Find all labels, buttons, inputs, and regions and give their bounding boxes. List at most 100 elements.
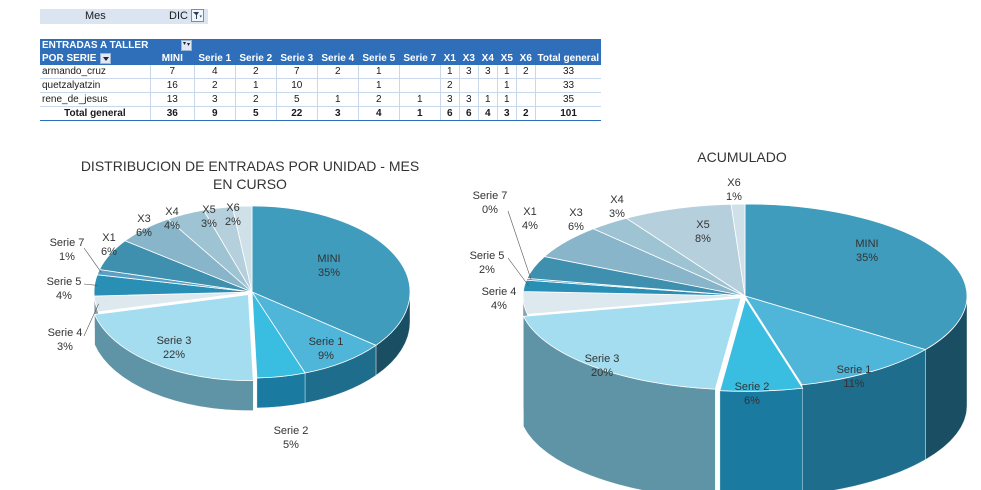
table-cell: 6 xyxy=(458,106,479,121)
pie-chart-mes: MINI 35% Serie 1 9% Serie 2 5% Serie 3 22% Serie… xyxy=(47,158,420,451)
table-cell xyxy=(316,78,359,93)
table-cell: 36 xyxy=(149,106,195,121)
column-header: Serie 3 xyxy=(276,52,318,65)
table-cell: 1 xyxy=(357,78,400,93)
pie-slice-name: X5 xyxy=(202,204,215,216)
table-cell: 4 xyxy=(357,106,400,121)
pie-slice-name: Serie 2 xyxy=(274,425,309,437)
column-header: Serie 5 xyxy=(358,52,400,65)
pie-slice-name: Serie 1 xyxy=(837,364,872,376)
pie-slice-name: X3 xyxy=(137,213,150,225)
pie-slice-name: Serie 4 xyxy=(482,286,517,298)
table-cell: 4 xyxy=(193,65,236,79)
row-label-header[interactable]: POR SERIE xyxy=(40,52,151,65)
chart-title: ACUMULADO xyxy=(697,149,787,165)
pie-slice-name: Serie 4 xyxy=(48,327,83,339)
filter-value[interactable]: DIC xyxy=(169,10,188,22)
column-header: Serie 4 xyxy=(317,52,359,65)
pie-slice xyxy=(744,203,968,351)
pie-sides xyxy=(522,295,968,490)
table-cell: 5 xyxy=(234,106,277,121)
pie-slice-name: MINI xyxy=(317,253,340,265)
column-header: Serie 2 xyxy=(235,52,277,65)
table-cell: 1 xyxy=(439,65,460,79)
pie-slice-name: Serie 7 xyxy=(50,237,85,249)
row-label-header-text: POR SERIE xyxy=(42,53,97,64)
table-cell: 7 xyxy=(275,65,318,79)
pie-labels: MINI 35% Serie 1 9% Serie 2 5% Serie 3 22% Serie… xyxy=(47,202,344,451)
pivot-column-headers: POR SERIE MINI Serie 1 Serie 2 Serie 3 Serie… xyxy=(40,52,602,65)
pie-slice-percent: 2% xyxy=(225,216,241,228)
chart-title: DISTRIBUCION DE ENTRADAS POR UNIDAD - ME… xyxy=(81,158,419,174)
pie-slice xyxy=(251,205,411,346)
pie-slice-name: Serie 1 xyxy=(309,336,344,348)
table-cell xyxy=(398,78,441,93)
table-row: quetzalyatzin 16 2 1 10 1 2 1 33 xyxy=(40,78,602,93)
column-header: X5 xyxy=(497,52,517,65)
pie-slice-percent: 6% xyxy=(744,395,760,407)
column-header: X3 xyxy=(459,52,479,65)
table-cell xyxy=(458,78,479,93)
pie-slice-name: X6 xyxy=(727,177,740,189)
pie-slice-side xyxy=(256,372,306,409)
pie-slice-percent: 22% xyxy=(163,349,185,361)
column-header: Serie 7 xyxy=(399,52,441,65)
pie-slice-percent: 4% xyxy=(56,290,72,302)
filter-funnel-icon[interactable] xyxy=(191,9,204,22)
table-cell: 3 xyxy=(477,65,498,79)
funnel-glyph xyxy=(193,12,202,19)
table-cell: 9 xyxy=(193,106,236,121)
pie-labels: MINI 35% Serie 1 11% Serie 2 6% Serie 3 20% Seri… xyxy=(470,177,879,407)
pie-slice-percent: 6% xyxy=(101,246,117,258)
pie-slice-name: Serie 3 xyxy=(585,353,620,365)
pie-slice-name: X6 xyxy=(226,202,239,214)
pie-slice-name: X5 xyxy=(696,219,709,231)
table-cell: 2 xyxy=(439,78,460,93)
pie-tops xyxy=(93,205,411,381)
table-total-row: Total general 36 9 5 22 3 4 1 6 6 4 3 2 101 xyxy=(40,106,602,121)
pie-slice-percent: 5% xyxy=(283,439,299,451)
column-header: Total general xyxy=(535,52,602,65)
pie-slice-name: X1 xyxy=(102,232,115,244)
table-cell: 4 xyxy=(477,106,498,121)
pie-slice xyxy=(251,290,306,379)
column-header: X1 xyxy=(440,52,460,65)
table-cell: 6 xyxy=(439,106,460,121)
row-label: armando_cruz xyxy=(40,65,151,79)
column-header: Serie 1 xyxy=(194,52,236,65)
table-cell: 3 xyxy=(316,106,359,121)
column-filter-icon[interactable] xyxy=(181,39,193,51)
pie-slice-percent: 3% xyxy=(609,208,625,220)
pie-chart-acumulado: MINI 35% Serie 1 11% Serie 2 6% Serie 3 20% Seri… xyxy=(470,149,968,490)
table-cell: 2 xyxy=(316,65,359,79)
table-cell: 101 xyxy=(534,106,602,121)
pie-leader-line xyxy=(83,247,102,273)
table-cell: 3 xyxy=(458,65,479,79)
table-cell: 16 xyxy=(149,78,195,93)
pie-slice-percent: 4% xyxy=(164,220,180,232)
pie-slice-percent: 3% xyxy=(57,341,73,353)
pivot-header-top: ENTRADAS A TALLER xyxy=(40,39,602,52)
table-cell xyxy=(398,65,441,79)
table-cell: 1 xyxy=(398,106,441,121)
pie-slice xyxy=(744,295,927,386)
table-cell: 33 xyxy=(534,78,602,93)
pie-sides xyxy=(93,291,411,411)
table-cell xyxy=(515,78,536,93)
table-cell: 1 xyxy=(234,78,277,93)
column-filter-button-cell[interactable] xyxy=(150,39,195,52)
pie-slice-percent: 1% xyxy=(726,191,742,203)
pie-slice-side xyxy=(719,387,803,490)
pie-slice-percent: 3% xyxy=(201,218,217,230)
pie-slice xyxy=(625,203,746,297)
pie-slice-percent: 11% xyxy=(843,378,864,390)
pie-slice-percent: 1% xyxy=(59,251,75,263)
column-header: X4 xyxy=(478,52,498,65)
pie-slice-name: Serie 5 xyxy=(47,276,82,288)
pie-leader-line xyxy=(507,257,530,287)
pie-slice-percent: 0% xyxy=(482,204,498,216)
row-filter-dropdown-icon[interactable] xyxy=(100,52,112,64)
pie-slice-name: Serie 2 xyxy=(735,381,770,393)
pie-slice-percent: 8% xyxy=(695,233,711,245)
pie-slice-name: X4 xyxy=(610,194,623,206)
